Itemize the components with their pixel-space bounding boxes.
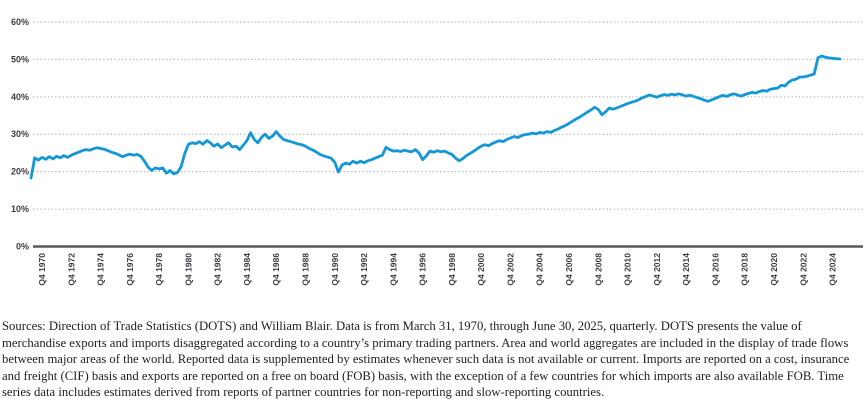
y-axis-label: 60%: [11, 17, 29, 27]
y-axis-label: 50%: [11, 54, 29, 64]
x-axis-label: Q4 2000: [476, 253, 486, 286]
x-axis-label: Q4 1990: [330, 253, 340, 286]
x-axis-label: Q4 2024: [828, 253, 838, 286]
x-axis-label: Q4 2016: [710, 253, 720, 286]
y-axis-label: 0%: [16, 242, 29, 252]
x-axis-label: Q4 1972: [66, 253, 76, 286]
x-axis-label: Q4 2006: [564, 253, 574, 286]
x-axis-label: Q4 1976: [125, 253, 135, 286]
x-axis-label: Q4 2020: [769, 253, 779, 286]
x-axis-label: Q4 2012: [652, 253, 662, 286]
x-axis-label: Q4 1986: [271, 253, 281, 286]
y-axis-label: 20%: [11, 167, 29, 177]
x-axis-label: Q4 2018: [740, 253, 750, 286]
y-axis-label: 40%: [11, 92, 29, 102]
x-axis-label: Q4 1994: [388, 253, 398, 286]
x-axis-label: Q4 1984: [242, 253, 252, 286]
x-axis-label: Q4 1998: [447, 253, 457, 286]
x-axis-label: Q4 2008: [593, 253, 603, 286]
x-axis-label: Q4 1978: [154, 253, 164, 286]
x-axis-label: Q4 1988: [301, 253, 311, 286]
data-line: [29, 54, 842, 180]
trade-share-line-chart: 0% 10% 20% 30% 40% 50% 60% Q4 1970 Q4 1972 Q4 197…: [11, 17, 863, 286]
x-axis-label: Q4 2010: [623, 253, 633, 286]
x-axis-label: Q4 2004: [535, 253, 545, 286]
y-axis-label: 10%: [11, 204, 29, 214]
chart-canvas: 0% 10% 20% 30% 40% 50% 60% Q4 1970 Q4 1972 Q4 197…: [11, 17, 863, 286]
x-axis-label: Q4 1980: [183, 253, 193, 286]
x-axis-label: Q4 1970: [37, 253, 47, 286]
x-axis-label: Q4 2002: [505, 253, 515, 286]
x-axis-label: Q4 1992: [359, 253, 369, 286]
x-axis-label: Q4 1982: [213, 253, 223, 286]
x-axis-label: Q4 1996: [418, 253, 428, 286]
x-axis-label: Q4 2014: [681, 253, 691, 286]
y-axis-label: 30%: [11, 129, 29, 139]
source-note: Sources: Direction of Trade Statistics (…: [2, 319, 850, 400]
x-axis-label: Q4 2022: [798, 253, 808, 286]
x-axis-label: Q4 1974: [96, 253, 106, 286]
